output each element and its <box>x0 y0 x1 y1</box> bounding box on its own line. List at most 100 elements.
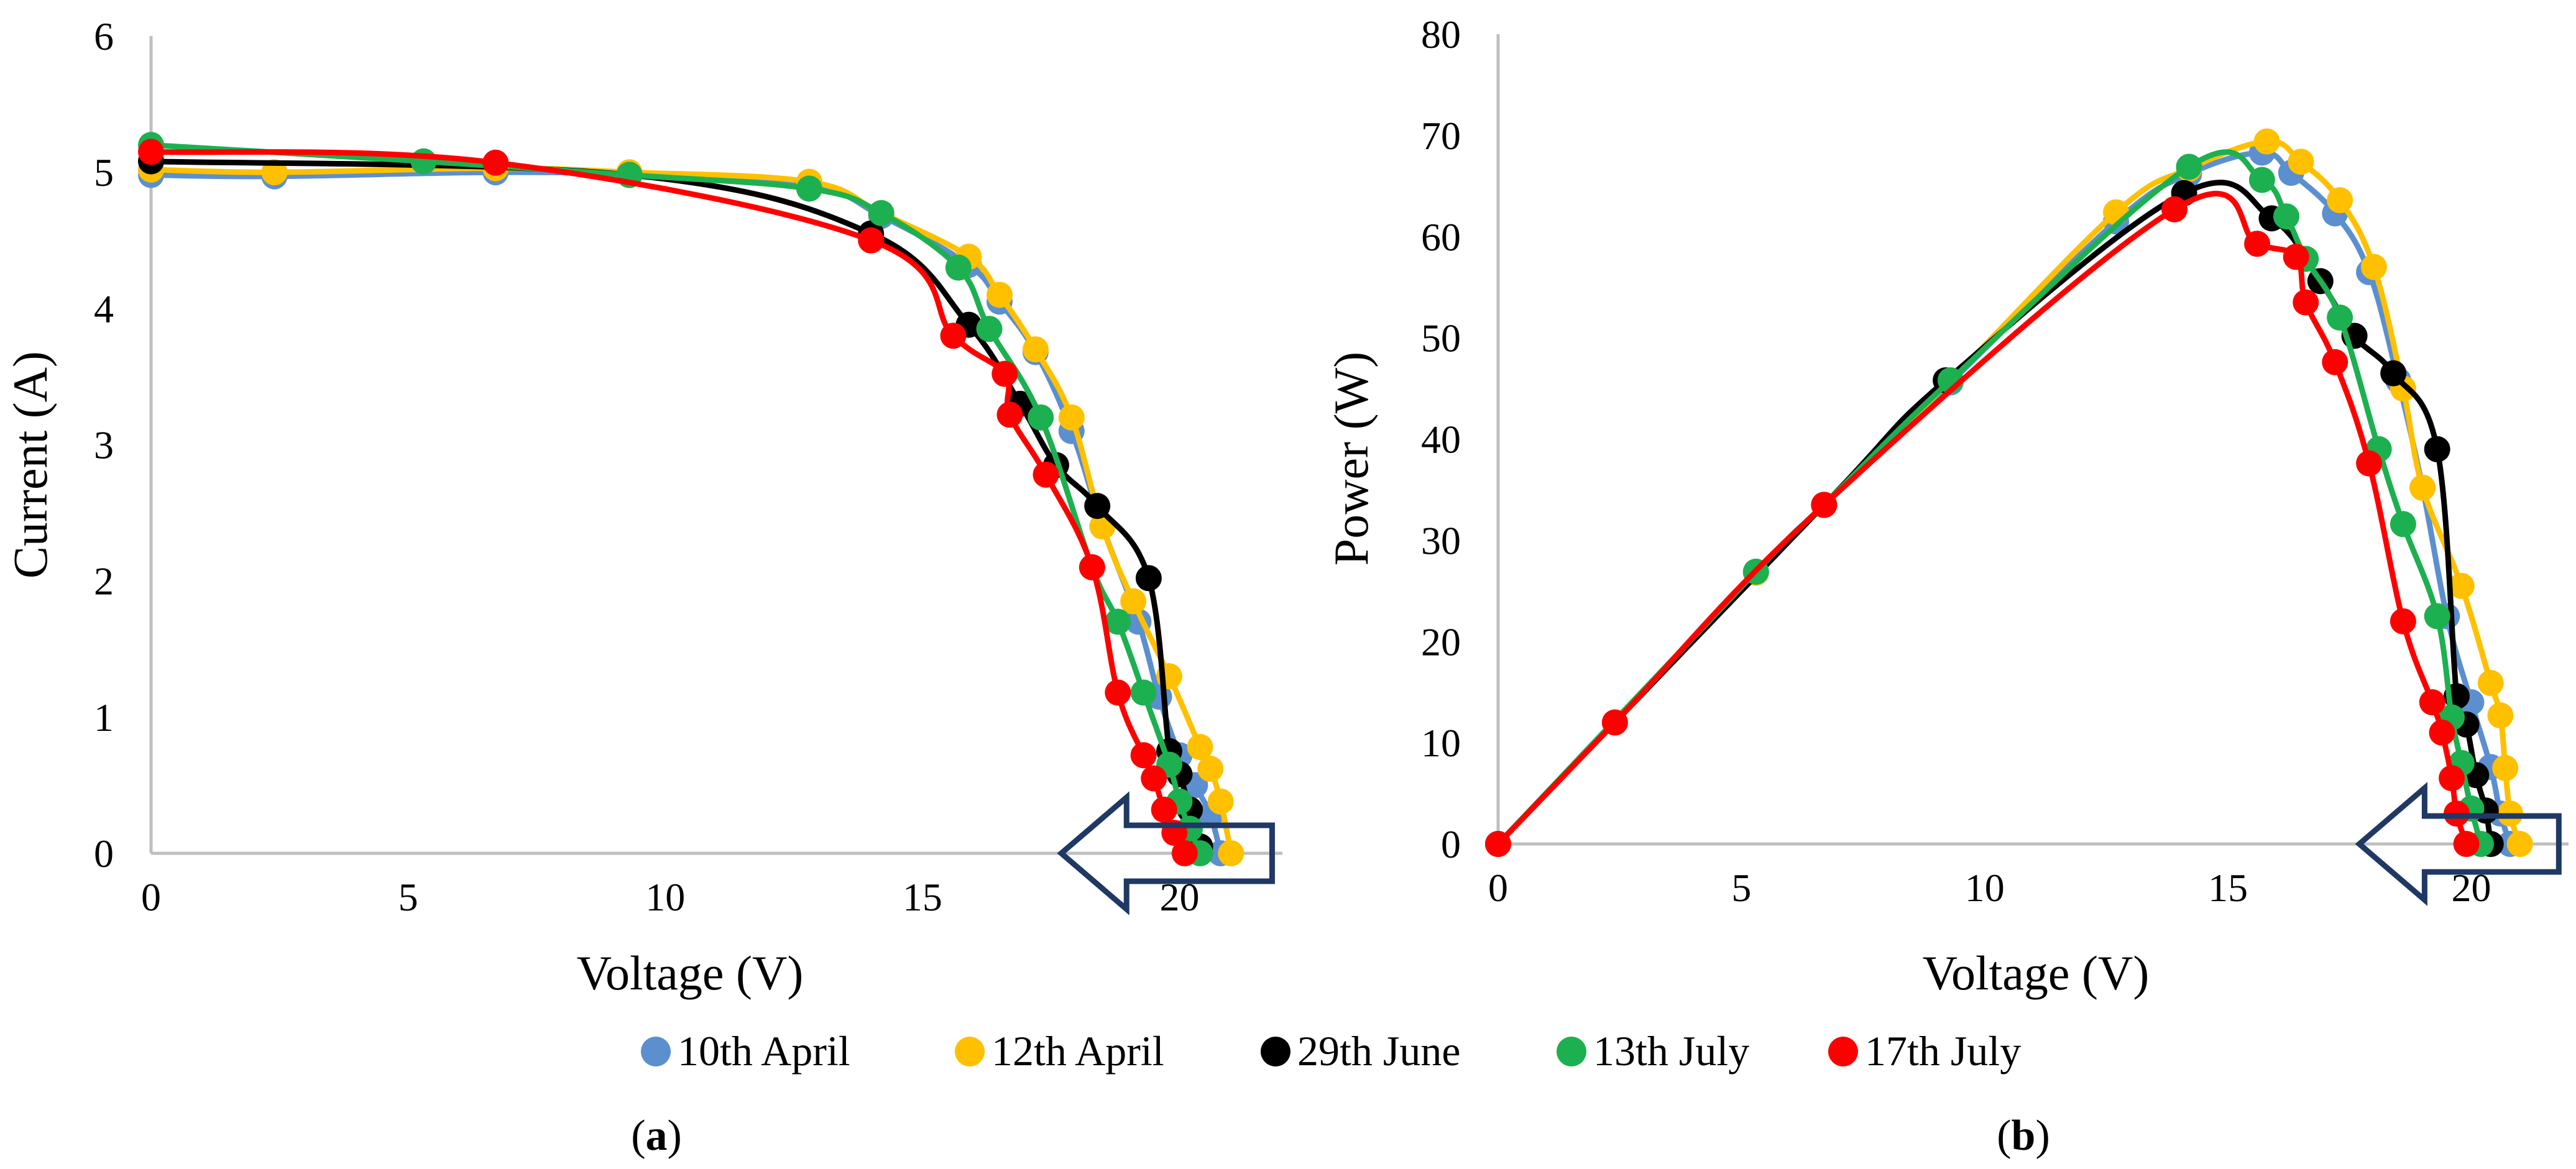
panel-a-x-tick-0: 0 <box>141 875 161 919</box>
panel-b-point-17th-july-12 <box>2439 765 2465 792</box>
panel-b-y-tick-40: 40 <box>1421 418 1461 462</box>
panel-b-x-tick-0: 0 <box>1488 866 1508 910</box>
panel-b-point-17th-july-4 <box>2244 231 2271 257</box>
panel-b-y-tick-70: 70 <box>1421 114 1461 158</box>
panel-a-y-tick-5: 5 <box>94 150 114 195</box>
panel-b-point-17th-july-1 <box>1601 709 1628 736</box>
panel-b-point-12th-april-16 <box>2492 754 2519 781</box>
panel-a-series-12th-april <box>138 155 1244 866</box>
panel-b-point-12th-april-5 <box>2103 199 2130 226</box>
panel-b-line-29th-june <box>1495 180 2494 847</box>
panel-a-point-12th-april-9 <box>1058 404 1085 431</box>
panel-b-point-29th-june-8 <box>2424 436 2450 462</box>
panel-b-x-tick-15: 15 <box>2208 866 2248 910</box>
panel-b-caption-letter: b <box>2012 1112 2036 1160</box>
panel-a-point-17th-july-9 <box>1130 742 1157 769</box>
panel-a-y-tick-4: 4 <box>94 287 114 331</box>
legend-label-17th-july: 17th July <box>1865 1027 2021 1075</box>
panel-a-point-17th-july-1 <box>482 149 509 176</box>
panel-a-point-12th-april-11 <box>1120 588 1147 615</box>
panel-b-y-tick-10: 10 <box>1421 721 1461 765</box>
panel-a-x-tick-15: 15 <box>903 875 942 919</box>
panel-b-point-12th-april-12 <box>2409 474 2436 501</box>
panel-b-point-13th-july-10 <box>2390 511 2416 538</box>
panel-a-point-17th-july-6 <box>1033 461 1059 488</box>
panel-a-series-13th-july <box>138 132 1213 866</box>
panel-b-point-17th-july-9 <box>2390 608 2416 635</box>
panel-b-point-12th-april-9 <box>2327 187 2353 214</box>
panel-a-point-17th-july-0 <box>138 139 164 165</box>
panel-b-line-12th-april <box>1495 139 2523 847</box>
panel-a-point-13th-july-7 <box>1028 404 1054 431</box>
panel-b-point-12th-april-14 <box>2477 670 2504 696</box>
panel-a-point-13th-july-4 <box>868 199 895 226</box>
legend-label-12th-april: 12th April <box>991 1027 1164 1075</box>
panel-a-left-arrow-icon <box>1057 791 1275 915</box>
panel-a-x-tick-5: 5 <box>398 875 418 919</box>
panel-a-point-12th-april-7 <box>987 282 1013 308</box>
panel-b-point-17th-july-11 <box>2429 719 2455 746</box>
panel-a-point-12th-april-15 <box>1207 788 1234 815</box>
panel-a-line-10th-april <box>148 169 1224 856</box>
panel-b-series-13th-july <box>1485 149 2495 857</box>
panel-b-series-29th-june <box>1485 180 2504 857</box>
panel-a-point-17th-july-10 <box>1141 765 1167 792</box>
legend-marker-10th-april <box>641 1037 671 1066</box>
panel-a-point-13th-july-9 <box>1105 608 1131 635</box>
panel-a-point-17th-july-5 <box>996 401 1023 428</box>
panel-b-series-17th-july <box>1485 191 2480 857</box>
legend-item-17th-july: 17th July <box>1828 1027 2021 1075</box>
panel-b-point-12th-april-18 <box>2506 831 2533 857</box>
panel-b-y-tick-0: 0 <box>1441 822 1461 866</box>
panel-b-point-17th-july-10 <box>2419 689 2445 715</box>
panel-a-point-12th-april-13 <box>1187 734 1213 760</box>
panel-b-caption: (b) <box>1997 1112 2050 1160</box>
legend-marker-29th-june <box>1261 1037 1290 1066</box>
legend-label-13th-july: 13th July <box>1593 1027 1749 1075</box>
panel-b-point-17th-july-0 <box>1485 831 1511 857</box>
legend: 10th April 12th April 29th June 13th Jul… <box>641 1027 2021 1075</box>
panel-b-point-13th-july-5 <box>2248 167 2275 193</box>
panel-b-line-13th-july <box>1495 149 2484 847</box>
panel-a-point-29th-june-6 <box>1084 493 1111 520</box>
panel-a-point-12th-april-8 <box>1022 336 1049 363</box>
panel-a-point-13th-july-3 <box>796 175 822 202</box>
panel-a-point-12th-april-16 <box>1218 840 1244 866</box>
panel-a-line-29th-june <box>148 158 1203 850</box>
panel-a-series-17th-july <box>138 139 1198 866</box>
panel-a-caption: (a) <box>631 1112 682 1160</box>
legend-item-12th-april: 12th April <box>955 1027 1164 1075</box>
panel-b-x-tick-5: 5 <box>1731 866 1751 910</box>
panel-b-point-12th-april-8 <box>2288 149 2314 175</box>
panel-b-point-17th-july-5 <box>2283 244 2309 270</box>
panel-a-point-17th-july-11 <box>1151 796 1177 823</box>
panel-b-y-tick-50: 50 <box>1421 316 1461 360</box>
panel-b-point-13th-july-8 <box>2327 305 2353 331</box>
panel-a-xlabel: Voltage (V) <box>577 946 804 1000</box>
legend-marker-13th-july <box>1557 1037 1586 1066</box>
legend-label-10th-april: 10th April <box>678 1027 850 1075</box>
panel-b-y-tick-60: 60 <box>1421 215 1461 259</box>
panel-a-point-13th-july-1 <box>410 148 437 175</box>
legend-marker-12th-april <box>955 1037 985 1066</box>
panel-b-y-tick-80: 80 <box>1421 12 1461 57</box>
panel-a-point-12th-april-14 <box>1197 756 1224 782</box>
panel-a-point-17th-july-3 <box>940 323 967 349</box>
legend-item-10th-april: 10th April <box>641 1027 850 1075</box>
panel-b-point-13th-july-11 <box>2424 603 2450 630</box>
panel-a-y-tick-3: 3 <box>94 423 114 467</box>
panel-b-point-17th-july-14 <box>2453 831 2480 857</box>
panel-a-y-tick-2: 2 <box>94 559 114 603</box>
panel-a-point-13th-july-10 <box>1130 679 1157 706</box>
panel-a-y-tick-6: 6 <box>94 14 114 58</box>
panel-b-x-tick-10: 10 <box>1965 866 2005 910</box>
legend-label-29th-june: 29th June <box>1297 1027 1461 1075</box>
panel-b-y-tick-20: 20 <box>1421 620 1461 664</box>
panel-b-xlabel: Voltage (V) <box>1923 946 2150 1000</box>
panel-a-ylabel: Current (A) <box>3 351 57 579</box>
panel-b-point-12th-april-7 <box>2253 128 2280 155</box>
panel-b-ylabel: Power (W) <box>1324 352 1378 566</box>
